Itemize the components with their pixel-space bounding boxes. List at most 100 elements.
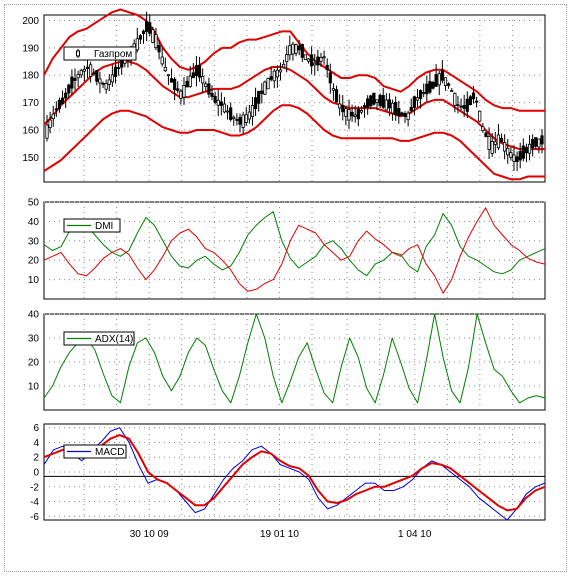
candle	[57, 97, 62, 113]
x-tick-label: 19 01 10	[260, 529, 299, 540]
candle	[440, 60, 444, 84]
window-frame	[4, 4, 567, 572]
macd-secondary-line	[43, 434, 546, 512]
candle	[306, 57, 311, 64]
candle	[282, 59, 286, 68]
candle	[496, 124, 501, 151]
candle	[73, 68, 77, 91]
adx-legend-label: ADX(14)	[95, 334, 133, 345]
candle	[173, 77, 177, 101]
macd-panel: 6 4 2 0 -2 -4 -6 MACD	[30, 423, 546, 523]
x-tick-label: 30 10 09	[130, 529, 169, 540]
y-tick-label: 200	[22, 16, 39, 27]
candle	[369, 94, 373, 110]
candle	[412, 96, 416, 115]
candle	[531, 134, 535, 157]
candle	[247, 104, 251, 124]
candle	[166, 74, 171, 85]
price-panel: 150 160 170 180 190 200 Газпром	[22, 8, 546, 183]
candle	[117, 62, 121, 76]
candle	[201, 68, 205, 93]
candle	[434, 64, 438, 88]
candle	[138, 34, 142, 45]
candle	[278, 62, 283, 81]
y-tick-label: 2	[33, 453, 39, 464]
candle	[191, 63, 195, 79]
candle	[188, 66, 192, 88]
candle	[241, 111, 245, 134]
candle	[101, 81, 105, 89]
candle	[406, 110, 410, 127]
candle	[347, 99, 351, 129]
candle	[272, 68, 276, 89]
candle	[372, 92, 376, 106]
candle	[210, 85, 214, 101]
candle	[325, 58, 329, 78]
candle	[381, 87, 385, 110]
candle	[244, 106, 248, 126]
candle	[378, 93, 382, 109]
candle	[328, 63, 332, 94]
candle	[213, 91, 217, 105]
candle	[141, 29, 146, 44]
candle	[260, 83, 264, 104]
candle	[350, 104, 354, 122]
candle	[92, 68, 96, 76]
y-tick-label: 6	[33, 423, 39, 434]
candle	[394, 96, 398, 121]
candle	[257, 90, 261, 112]
candle	[366, 95, 370, 115]
candle	[453, 92, 457, 113]
candle	[537, 138, 541, 154]
candle	[353, 105, 357, 123]
candle	[216, 89, 220, 117]
candle	[462, 94, 466, 117]
candle	[334, 85, 339, 103]
candle	[238, 113, 242, 133]
candle	[443, 77, 448, 91]
y-tick-label: 4	[33, 438, 39, 449]
candle	[316, 49, 320, 72]
candle	[384, 93, 388, 111]
candle	[341, 95, 345, 121]
candle	[104, 79, 108, 94]
dmi-primary-line	[43, 211, 546, 277]
candle	[85, 59, 90, 79]
candle	[297, 39, 301, 56]
candle	[229, 102, 233, 122]
candle	[484, 131, 488, 138]
candle	[294, 43, 298, 57]
candle	[459, 98, 463, 111]
candle	[415, 88, 420, 108]
y-tick-label: 30	[28, 236, 40, 247]
candle	[169, 68, 174, 83]
candle	[503, 134, 507, 160]
candle	[300, 43, 304, 62]
candle	[437, 70, 441, 96]
candle	[70, 69, 74, 96]
candle	[387, 93, 392, 117]
candle	[145, 11, 149, 42]
y-tick-label: 180	[22, 71, 39, 82]
candle	[319, 52, 323, 67]
candle	[471, 85, 476, 104]
candle	[521, 138, 525, 162]
candle	[534, 137, 538, 149]
candle	[235, 113, 239, 126]
candle	[447, 82, 451, 89]
candle	[222, 96, 227, 114]
y-tick-label: 160	[22, 125, 39, 136]
candle	[135, 27, 139, 53]
candle	[512, 145, 516, 171]
candle	[291, 41, 295, 61]
y-tick-label: 150	[22, 153, 39, 164]
macd-legend-label: MACD	[95, 447, 124, 458]
candle	[362, 102, 367, 118]
candle	[110, 64, 114, 87]
candle	[285, 45, 289, 73]
candle	[269, 66, 273, 82]
candle	[157, 40, 161, 60]
candle	[344, 105, 348, 126]
candle	[481, 122, 485, 133]
candle	[490, 132, 494, 157]
